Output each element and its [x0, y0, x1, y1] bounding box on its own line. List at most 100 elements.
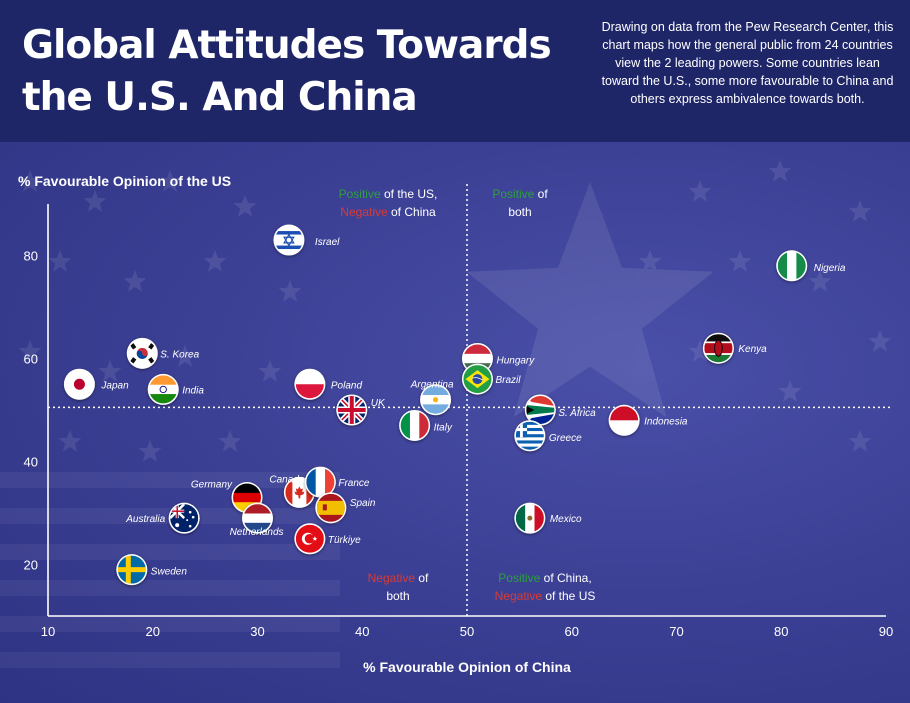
- flag-part: [515, 446, 544, 450]
- flag-part: [149, 384, 178, 395]
- star-icon: [728, 250, 752, 272]
- flag-part: [125, 555, 131, 584]
- stripe: [0, 616, 340, 632]
- flag-part: [315, 468, 326, 497]
- band-icon: [472, 377, 483, 381]
- x-tick-label: 60: [565, 624, 579, 639]
- data-point: [242, 502, 273, 534]
- flag-part: [295, 370, 324, 385]
- quadrant-label-bottom-right: Positive of China,: [498, 571, 591, 585]
- y-tick-label: 20: [24, 558, 38, 573]
- x-axis-title: % Favourable Opinion of China: [363, 659, 571, 675]
- data-points: [63, 224, 808, 586]
- data-label: Israel: [315, 237, 340, 248]
- chakra-icon: [159, 385, 167, 394]
- data-label: Sweden: [151, 567, 188, 578]
- star-icon: [848, 430, 872, 452]
- big-star-icon: [466, 182, 714, 418]
- flag-part: [316, 500, 345, 515]
- quadrant-label-top-left: Positive of the US,: [339, 187, 438, 201]
- stripe: [0, 652, 340, 668]
- star-icon: [638, 250, 662, 272]
- sweden-flag-icon: [117, 555, 146, 584]
- data-point: [514, 420, 546, 452]
- japan-flag-icon: [65, 370, 94, 399]
- data-label: Brazil: [495, 375, 521, 386]
- quadrant-label-top-left-line2: Negative of China: [340, 205, 436, 219]
- data-label: Kenya: [738, 344, 767, 355]
- data-point: [702, 332, 734, 364]
- poland-flag-icon: [295, 370, 324, 399]
- data-point: [294, 368, 326, 400]
- data-label: Poland: [331, 380, 363, 391]
- flag-part: [526, 405, 555, 415]
- page-title: Global Attitudes Towards the U.S. And Ch…: [22, 23, 552, 120]
- flag-part: [515, 424, 544, 429]
- skorea-flag-icon: [128, 339, 157, 368]
- indonesia-flag-icon: [610, 406, 639, 435]
- australia-flag-icon: [170, 504, 199, 533]
- data-point: [461, 363, 493, 395]
- quadrant-label-bottom-right-line2: Negative of the US: [495, 589, 596, 603]
- data-label: Germany: [191, 480, 233, 491]
- flag-part: [515, 440, 544, 444]
- data-labels: Israel Nigeria Kenya S. Korea Hungary Japan In…: [100, 237, 845, 578]
- data-point: [399, 409, 431, 441]
- flag-part: [515, 504, 526, 533]
- data-point: [524, 394, 556, 426]
- quadrant-label-bottom-left-line2: both: [386, 589, 409, 603]
- scatter-chart: 10 20 30 40 50 60 70 80 90 20 40 60 80 % Favourable O…: [0, 160, 893, 675]
- data-label: Greece: [549, 433, 582, 444]
- flag-part: [274, 231, 303, 235]
- flag-part: [117, 567, 146, 573]
- eagle-emblem-icon: [527, 515, 533, 521]
- data-label: Hungary: [496, 356, 535, 367]
- flag-part: [515, 421, 544, 426]
- flag-part: [274, 245, 303, 250]
- data-point: [776, 250, 808, 282]
- brazil-flag-icon: [463, 365, 492, 394]
- flag-part: [306, 468, 317, 497]
- data-label: Türkiye: [328, 535, 361, 546]
- flag-part: [610, 406, 639, 421]
- star-icon: [688, 180, 712, 202]
- data-label: S. Korea: [160, 349, 199, 360]
- x-tick-label: 80: [774, 624, 788, 639]
- india-flag-icon: [149, 375, 178, 404]
- data-point: [126, 337, 158, 369]
- data-label: Netherlands: [230, 527, 284, 538]
- flag-part: [400, 411, 411, 440]
- x-tick-label: 20: [146, 624, 160, 639]
- nigeria-flag-icon: [777, 251, 806, 280]
- quadrant-label-top-right-line2: both: [508, 205, 531, 219]
- globe-icon: [472, 374, 483, 385]
- data-label: France: [338, 478, 370, 489]
- star-icon: [18, 170, 42, 192]
- star-icon: [98, 360, 122, 382]
- data-label: UK: [371, 398, 386, 409]
- data-point: [147, 373, 179, 405]
- safrica-flag-icon: [526, 396, 555, 424]
- data-point: [514, 502, 546, 534]
- star-icon: [58, 430, 82, 452]
- data-label: Nigeria: [814, 263, 846, 274]
- flag-part: [515, 431, 544, 435]
- star-icon: [233, 195, 257, 217]
- flag-part: [515, 434, 544, 438]
- flag-part: [233, 483, 262, 494]
- chart-background: [0, 142, 910, 703]
- star-icon: [188, 524, 192, 528]
- star-icon: [175, 523, 180, 528]
- flag-part: [463, 344, 492, 355]
- flag-part: [149, 394, 178, 404]
- uk-flag-icon: [337, 396, 366, 424]
- flag-part: [610, 420, 639, 435]
- flag-part: [176, 504, 178, 519]
- coat-of-arms-icon: [322, 504, 327, 511]
- data-label: Italy: [434, 422, 453, 433]
- data-point: [304, 466, 336, 498]
- header-description: Drawing on data from the Pew Research Ce…: [601, 20, 894, 106]
- flag-part: [515, 437, 544, 441]
- flag-part: [515, 427, 544, 432]
- y-axis-title: % Favourable Opinion of the US: [18, 173, 231, 189]
